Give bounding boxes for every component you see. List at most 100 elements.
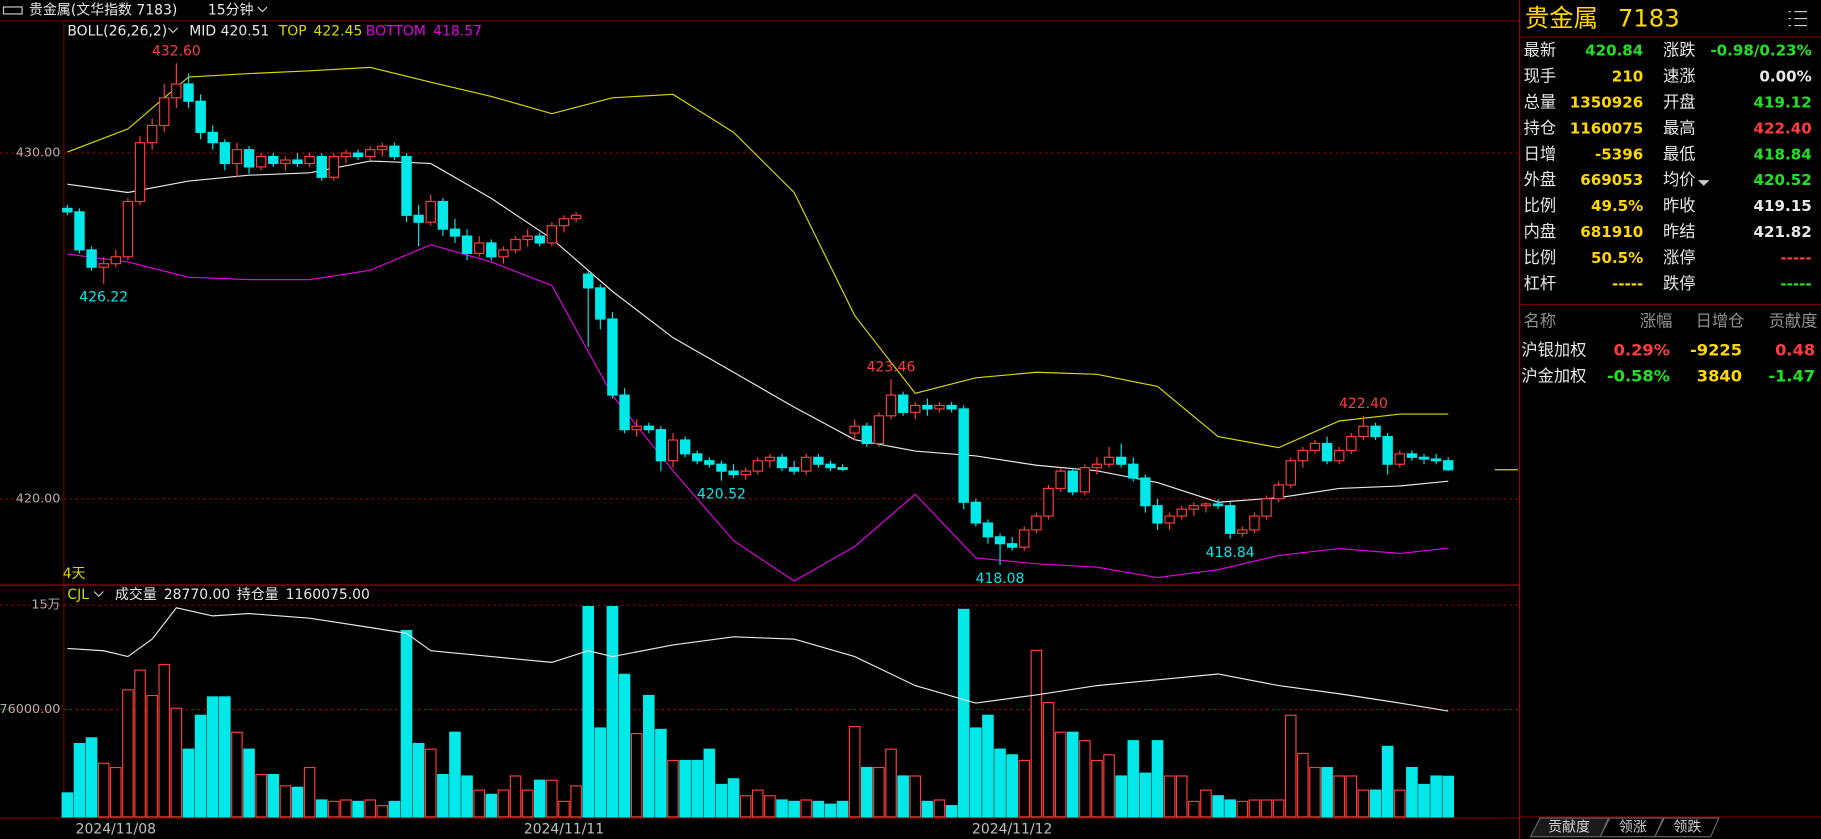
legend-value: 422.45 — [314, 23, 363, 39]
candle-body — [994, 536, 1006, 545]
table-cell[interactable]: 3840 — [1697, 366, 1742, 385]
volume-bar — [219, 696, 231, 818]
candle-body — [910, 404, 921, 413]
table-cell[interactable]: -9225 — [1690, 340, 1742, 359]
candle-body — [861, 425, 873, 445]
candle-body — [776, 456, 788, 469]
volume-bar — [146, 694, 158, 818]
volume-bar — [873, 766, 885, 818]
indicator-name[interactable]: BOLL(26,26,2) — [67, 23, 167, 39]
candle-body — [546, 225, 558, 244]
legend-name: MID — [189, 23, 216, 39]
candle-body — [461, 235, 473, 254]
volume-bar — [1030, 649, 1043, 818]
candle-body — [510, 238, 521, 251]
table-cell[interactable]: 沪金加权 — [1521, 366, 1586, 385]
candle-body — [1115, 456, 1127, 465]
volume-bar — [945, 805, 958, 818]
candle-body — [522, 235, 533, 241]
candle-body — [643, 425, 655, 431]
candle-body — [364, 149, 376, 158]
tab-label[interactable]: 贡献度 — [1548, 819, 1590, 835]
period-selector[interactable]: 15分钟 — [208, 1, 254, 18]
candle-body — [219, 142, 231, 165]
volume-bar — [255, 773, 267, 818]
candle-body — [1273, 484, 1284, 500]
volume-bar — [921, 800, 934, 818]
volume-bar — [1260, 799, 1273, 818]
candle-body — [328, 155, 340, 178]
candle-body — [1212, 503, 1224, 507]
quote-value: 210 — [1612, 68, 1644, 86]
candle-body — [1055, 470, 1066, 489]
candle-body — [207, 131, 218, 144]
quote-value: 419.12 — [1753, 93, 1811, 111]
candle-body — [595, 287, 606, 320]
y-tick-label: 420.00 — [16, 491, 61, 506]
candle-body — [1200, 503, 1212, 507]
quote-value: 419.15 — [1753, 197, 1811, 215]
volume-bar — [206, 696, 219, 818]
table-cell[interactable]: 0.48 — [1775, 340, 1815, 359]
volume-bar — [170, 707, 183, 818]
y-tick-label: 15万 — [31, 598, 60, 613]
window-icon[interactable] — [2, 6, 23, 15]
volume-bar — [1393, 789, 1406, 818]
quote-value: 418.84 — [1753, 145, 1811, 163]
volume-bar — [1381, 745, 1394, 818]
candle-body — [498, 249, 509, 258]
volume-bar — [1309, 766, 1321, 818]
volume-bar — [485, 793, 498, 818]
candle-body — [801, 456, 812, 472]
quote-label: 杠杆 — [1524, 274, 1556, 293]
volume-bar — [994, 748, 1006, 818]
quote-label: 最新 — [1524, 41, 1556, 60]
indicator-name[interactable]: CJL — [67, 587, 89, 603]
candle-body — [934, 404, 945, 410]
volume-bar — [1054, 731, 1067, 818]
candle-body — [692, 453, 703, 462]
candle-body — [1249, 515, 1260, 531]
volume-bar — [885, 748, 897, 818]
candle-body — [570, 214, 582, 220]
candle-body — [280, 159, 291, 165]
volume-bar — [703, 748, 716, 818]
volume-bar — [352, 800, 364, 818]
volume-bar — [764, 795, 776, 818]
candle-body — [268, 155, 279, 165]
quote-value: 50.5% — [1591, 249, 1643, 267]
table-cell[interactable]: -1.47 — [1768, 366, 1815, 385]
table-cell[interactable]: 0.29% — [1614, 340, 1670, 359]
tab[interactable] — [1599, 817, 1664, 838]
volume-bar — [1345, 775, 1358, 818]
candle-body — [425, 200, 436, 223]
candle-body — [619, 394, 630, 431]
volume-bar — [848, 725, 861, 818]
candle-body — [1031, 515, 1042, 531]
volume-bar — [1236, 800, 1249, 818]
candle-body — [62, 207, 73, 213]
volume-bar — [812, 800, 825, 818]
panel-code: 7183 — [1618, 4, 1680, 33]
quote-label: 比例 — [1524, 248, 1556, 267]
tab-label[interactable]: 领涨 — [1619, 819, 1647, 835]
volume-bar — [1357, 789, 1370, 818]
quote-label: 涨停 — [1663, 248, 1695, 267]
table-header: 名称 — [1524, 311, 1556, 330]
candle-body — [86, 249, 97, 268]
volume-bar — [400, 630, 413, 818]
quote-value: 422.40 — [1753, 119, 1811, 137]
candle-body — [255, 155, 267, 168]
tab-label[interactable]: 领跌 — [1674, 819, 1702, 835]
table-cell[interactable]: 沪银加权 — [1521, 340, 1586, 359]
volume-bar — [691, 759, 704, 818]
tab[interactable] — [1653, 817, 1720, 838]
volume-bar — [122, 689, 134, 818]
menu-icon[interactable] — [1788, 11, 1808, 27]
table-cell[interactable]: -0.58% — [1607, 366, 1670, 385]
volume-bar — [606, 606, 619, 818]
candle-body — [122, 200, 134, 258]
volume-bar — [630, 733, 643, 818]
volume-bar — [388, 800, 401, 818]
tab[interactable] — [1529, 817, 1610, 838]
